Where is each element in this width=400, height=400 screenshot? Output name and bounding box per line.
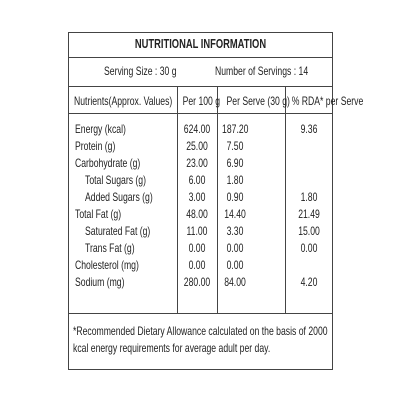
per-serve: 84.00 bbox=[224, 275, 246, 289]
per-serve: 0.90 bbox=[226, 190, 244, 204]
per-serve: 1.80 bbox=[226, 173, 244, 187]
per-100g: 6.00 bbox=[188, 173, 206, 187]
rule bbox=[68, 113, 333, 114]
nutrient: Total Sugars (g) bbox=[85, 173, 146, 187]
nutrient: Carbohydrate (g) bbox=[75, 156, 141, 170]
nutrient: Cholesterol (mg) bbox=[75, 258, 139, 272]
per-100g: 0.00 bbox=[188, 241, 206, 255]
per-100g: 624.00 bbox=[183, 122, 211, 136]
column-header: Per Serve (30 g) bbox=[226, 94, 290, 108]
per-100g: 23.00 bbox=[186, 156, 208, 170]
rule bbox=[68, 86, 333, 87]
rda: 0.00 bbox=[300, 241, 318, 255]
border bbox=[68, 32, 333, 370]
divider bbox=[177, 86, 178, 313]
per-serve: 14.40 bbox=[224, 207, 246, 221]
per-100g: 0.00 bbox=[188, 258, 206, 272]
rule bbox=[68, 313, 333, 314]
serving-size: Serving Size : 30 g bbox=[104, 64, 177, 78]
nutrient: Energy (kcal) bbox=[75, 122, 126, 136]
nutrient: Trans Fat (g) bbox=[85, 241, 135, 255]
rda: 4.20 bbox=[300, 275, 318, 289]
nutrient: Total Fat (g) bbox=[75, 207, 122, 221]
nutrient: Sodium (mg) bbox=[75, 275, 125, 289]
title: NUTRITIONAL INFORMATION bbox=[134, 36, 267, 51]
per-100g: 3.00 bbox=[188, 190, 206, 204]
divider bbox=[285, 86, 286, 313]
rda: 21.49 bbox=[298, 207, 320, 221]
per-serve: 0.00 bbox=[226, 258, 244, 272]
per-serve: 7.50 bbox=[226, 139, 244, 153]
per-serve: 0.00 bbox=[226, 241, 244, 255]
nutrient: Added Sugars (g) bbox=[85, 190, 153, 204]
per-100g: 25.00 bbox=[186, 139, 208, 153]
footnote: *Recommended Dietary Allowance calculate… bbox=[73, 324, 328, 338]
column-header: % RDA* per Serve bbox=[291, 94, 364, 108]
nutrient: Saturated Fat (g) bbox=[85, 224, 151, 238]
rda: 15.00 bbox=[298, 224, 320, 238]
per-serve: 6.90 bbox=[226, 156, 244, 170]
divider bbox=[217, 86, 218, 313]
per-serve: 187.20 bbox=[222, 122, 249, 136]
nutrient: Protein (g) bbox=[75, 139, 116, 153]
per-100g: 11.00 bbox=[186, 224, 208, 238]
column-header: Nutrients(Approx. Values) bbox=[74, 94, 173, 108]
rda: 9.36 bbox=[300, 122, 318, 136]
footnote: kcal energy requirements for average adu… bbox=[73, 341, 271, 355]
servings: Number of Servings : 14 bbox=[215, 64, 309, 78]
rda: 1.80 bbox=[300, 190, 318, 204]
per-100g: 280.00 bbox=[183, 275, 211, 289]
per-100g: 48.00 bbox=[186, 207, 208, 221]
column-header: Per 100 g bbox=[182, 94, 221, 108]
rule bbox=[68, 57, 333, 58]
per-serve: 3.30 bbox=[226, 224, 244, 238]
